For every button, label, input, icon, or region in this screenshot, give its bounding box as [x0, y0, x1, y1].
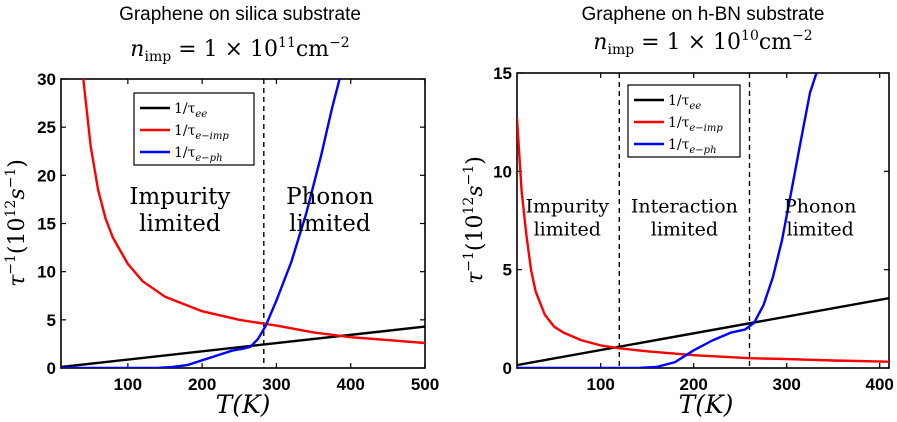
chart-panel-2: Graphene on h-BN substrate nimp = 1 × 101…: [461, 4, 894, 419]
chart-title: Graphene on h-BN substrate: [582, 4, 825, 25]
y-tick-label: 30: [37, 70, 56, 89]
y-tick-label: 10: [37, 263, 56, 282]
legend-entry: 1/τe−ph: [668, 137, 717, 156]
y-tick-label: 0: [47, 359, 56, 378]
x-tick-label: 200: [680, 375, 708, 394]
y-tick-label: 5: [503, 261, 512, 280]
plot-area: [517, 73, 889, 368]
chart-panel-1: Graphene on silica substrate nimp = 1 × 1…: [3, 4, 439, 419]
x-tick-label: 300: [773, 375, 801, 394]
region-label: Interaction limited: [631, 196, 738, 241]
y-tick-label: 15: [37, 215, 56, 234]
region-label: Phonon limited: [784, 196, 856, 241]
y-tick-label: 0: [503, 359, 512, 378]
chart-subtitle: nimp = 1 × 1010cm−2: [593, 28, 812, 58]
region-label: Impurity limited: [525, 196, 609, 241]
x-tick-label: 100: [114, 375, 142, 394]
series-line-1: [61, 325, 425, 368]
legend-entry: 1/τe−imp: [668, 115, 723, 134]
y-axis-label: τ−1(1012s−1): [461, 156, 488, 284]
y-tick-label: 5: [47, 311, 56, 330]
x-axis-label: T(K): [216, 390, 271, 419]
x-tick-label: 500: [411, 375, 439, 394]
x-tick-label: 400: [866, 375, 894, 394]
region-label: Impurity limited: [129, 184, 230, 237]
legend-entry: 1/τee: [174, 101, 207, 120]
x-tick-label: 300: [262, 375, 290, 394]
series-line-1: [517, 297, 889, 367]
legend: 1/τee 1/τe−imp 1/τe−ph: [133, 92, 255, 166]
series-line-2: [517, 118, 889, 363]
y-tick-label: 10: [493, 162, 512, 181]
x-axis-label: T(K): [679, 390, 734, 419]
y-tick-label: 20: [37, 166, 56, 185]
y-axis-label: τ−1(1012s−1): [3, 159, 30, 287]
plot-area: [61, 79, 425, 368]
plot-frame: [516, 72, 890, 369]
x-tick-label: 400: [337, 375, 365, 394]
chart-subtitle: nimp = 1 × 1011cm−2: [130, 35, 349, 65]
legend-entry: 1/τee: [668, 93, 701, 112]
legend: 1/τee 1/τe−imp 1/τe−ph: [627, 84, 741, 158]
y-tick-label: 15: [493, 64, 512, 83]
x-tick-label: 200: [188, 375, 216, 394]
y-tick-label: 25: [37, 118, 56, 137]
series-line-3: [61, 79, 341, 368]
x-tick-label: 100: [587, 375, 615, 394]
region-label: Phonon limited: [286, 184, 374, 237]
chart-title: Graphene on silica substrate: [119, 4, 361, 25]
series-line-2: [82, 79, 425, 345]
legend-entry: 1/τe−ph: [174, 145, 223, 164]
series-line-3: [517, 73, 818, 368]
legend-entry: 1/τe−imp: [174, 123, 229, 142]
